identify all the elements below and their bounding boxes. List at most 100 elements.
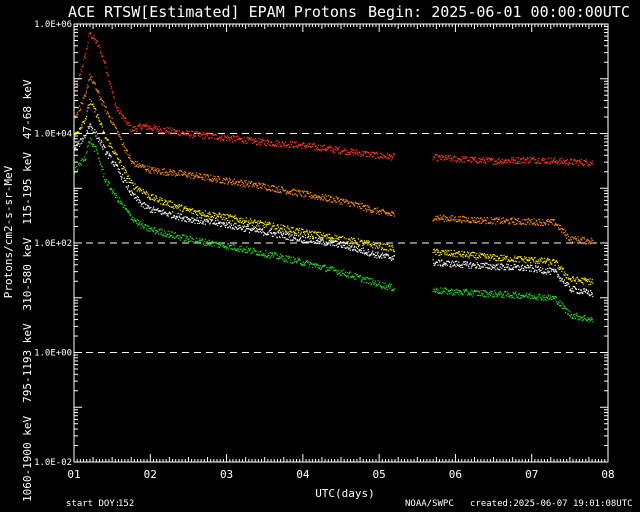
data-point: [321, 148, 324, 150]
data-point: [332, 150, 334, 152]
data-point: [374, 247, 376, 249]
data-point: [522, 270, 524, 272]
data-point: [534, 296, 536, 299]
data-point: [144, 192, 146, 194]
data-point: [545, 260, 548, 262]
data-point: [437, 290, 439, 292]
data-point: [512, 296, 514, 298]
data-point: [434, 250, 436, 252]
data-point: [173, 170, 175, 172]
data-point: [437, 249, 439, 252]
data-point: [83, 58, 85, 61]
data-point: [448, 220, 451, 222]
data-point: [264, 223, 266, 226]
data-point: [101, 103, 103, 105]
data-point: [591, 238, 593, 240]
data-point: [164, 235, 166, 237]
data-point: [298, 235, 300, 237]
data-point: [540, 260, 542, 262]
series-115-195-kev: [74, 73, 594, 245]
data-point: [518, 292, 520, 295]
data-point: [473, 256, 475, 258]
data-point: [493, 290, 495, 292]
data-point: [456, 252, 458, 254]
data-point: [470, 161, 472, 163]
data-point: [207, 175, 209, 177]
data-point: [526, 157, 528, 159]
data-point: [458, 290, 460, 292]
data-point: [491, 158, 494, 160]
data-point: [484, 264, 486, 266]
data-point: [224, 245, 227, 247]
data-point: [392, 258, 394, 260]
legend-label: 1060-1900 keV: [21, 416, 34, 502]
data-point: [458, 161, 460, 163]
data-point: [201, 212, 203, 214]
data-point: [509, 268, 512, 271]
data-point: [172, 211, 174, 213]
data-point: [557, 267, 559, 269]
data-point: [344, 243, 346, 245]
data-point: [86, 152, 88, 154]
data-point: [171, 174, 173, 177]
data-point: [165, 200, 167, 202]
data-point: [125, 169, 127, 172]
data-point: [221, 134, 223, 136]
data-point: [320, 237, 322, 239]
data-point: [321, 235, 324, 237]
data-point: [169, 170, 172, 172]
data-point: [362, 155, 364, 157]
data-point: [287, 261, 289, 263]
data-point: [238, 228, 240, 230]
data-point: [375, 245, 378, 247]
data-point: [380, 242, 382, 244]
data-point: [385, 286, 387, 288]
data-point: [239, 220, 241, 222]
data-point: [217, 246, 219, 248]
data-point: [154, 198, 156, 200]
data-point: [329, 147, 331, 149]
data-point: [247, 137, 249, 140]
data-point: [208, 243, 210, 245]
data-point: [170, 173, 172, 175]
data-point: [294, 234, 296, 236]
data-point: [78, 74, 81, 76]
data-point: [171, 130, 173, 132]
data-point: [169, 235, 171, 238]
data-point: [218, 221, 220, 223]
data-point: [196, 237, 198, 239]
data-point: [92, 103, 94, 105]
data-point: [347, 243, 349, 245]
data-point: [496, 217, 498, 219]
data-point: [184, 207, 186, 209]
data-point: [536, 219, 538, 222]
data-point: [161, 131, 163, 133]
data-point: [577, 160, 579, 162]
data-point: [437, 264, 439, 266]
data-point: [276, 227, 278, 230]
data-point: [142, 189, 144, 191]
data-point: [216, 178, 218, 180]
data-point: [562, 232, 564, 234]
data-point: [256, 230, 258, 232]
data-point: [99, 52, 101, 54]
data-point: [572, 286, 574, 288]
data-point: [563, 306, 566, 308]
data-point: [194, 177, 196, 179]
data-point: [94, 107, 96, 110]
data-point: [386, 284, 388, 286]
data-point: [361, 279, 363, 281]
data-point: [468, 257, 470, 259]
data-point: [117, 168, 119, 170]
data-point: [136, 222, 138, 225]
data-point: [483, 220, 485, 222]
data-point: [77, 85, 79, 87]
data-point: [378, 244, 380, 246]
data-point: [553, 297, 555, 299]
data-point: [101, 124, 103, 126]
data-point: [331, 238, 333, 240]
data-point: [237, 184, 239, 186]
data-point: [232, 180, 234, 182]
data-point: [139, 201, 142, 204]
data-point: [126, 150, 129, 152]
